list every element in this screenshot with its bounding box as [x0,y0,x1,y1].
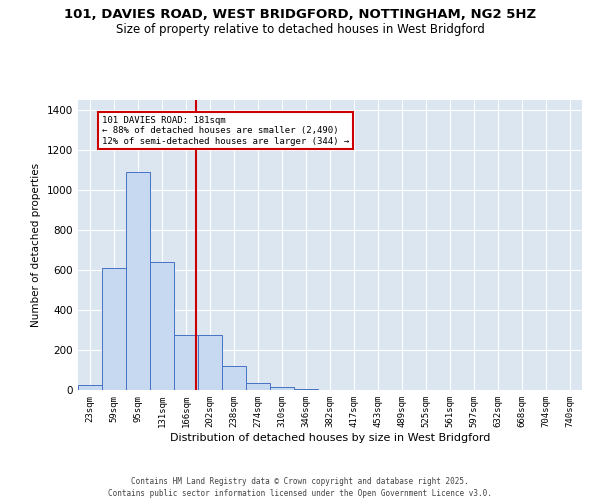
Bar [198,335,222,390]
Bar [246,383,270,390]
Text: Contains HM Land Registry data © Crown copyright and database right 2025.
Contai: Contains HM Land Registry data © Crown c… [108,476,492,498]
Text: 101, DAVIES ROAD, WEST BRIDGFORD, NOTTINGHAM, NG2 5HZ: 101, DAVIES ROAD, WEST BRIDGFORD, NOTTIN… [64,8,536,20]
Bar [270,387,294,390]
Bar [150,262,174,390]
Text: 101 DAVIES ROAD: 181sqm
← 88% of detached houses are smaller (2,490)
12% of semi: 101 DAVIES ROAD: 181sqm ← 88% of detache… [102,116,349,146]
Bar [102,268,126,390]
Text: Size of property relative to detached houses in West Bridgford: Size of property relative to detached ho… [116,22,484,36]
Y-axis label: Number of detached properties: Number of detached properties [31,163,41,327]
X-axis label: Distribution of detached houses by size in West Bridgford: Distribution of detached houses by size … [170,432,490,442]
Bar [174,335,198,390]
Bar [126,172,150,390]
Bar [222,366,246,390]
Bar [294,389,318,390]
Bar [78,385,102,390]
